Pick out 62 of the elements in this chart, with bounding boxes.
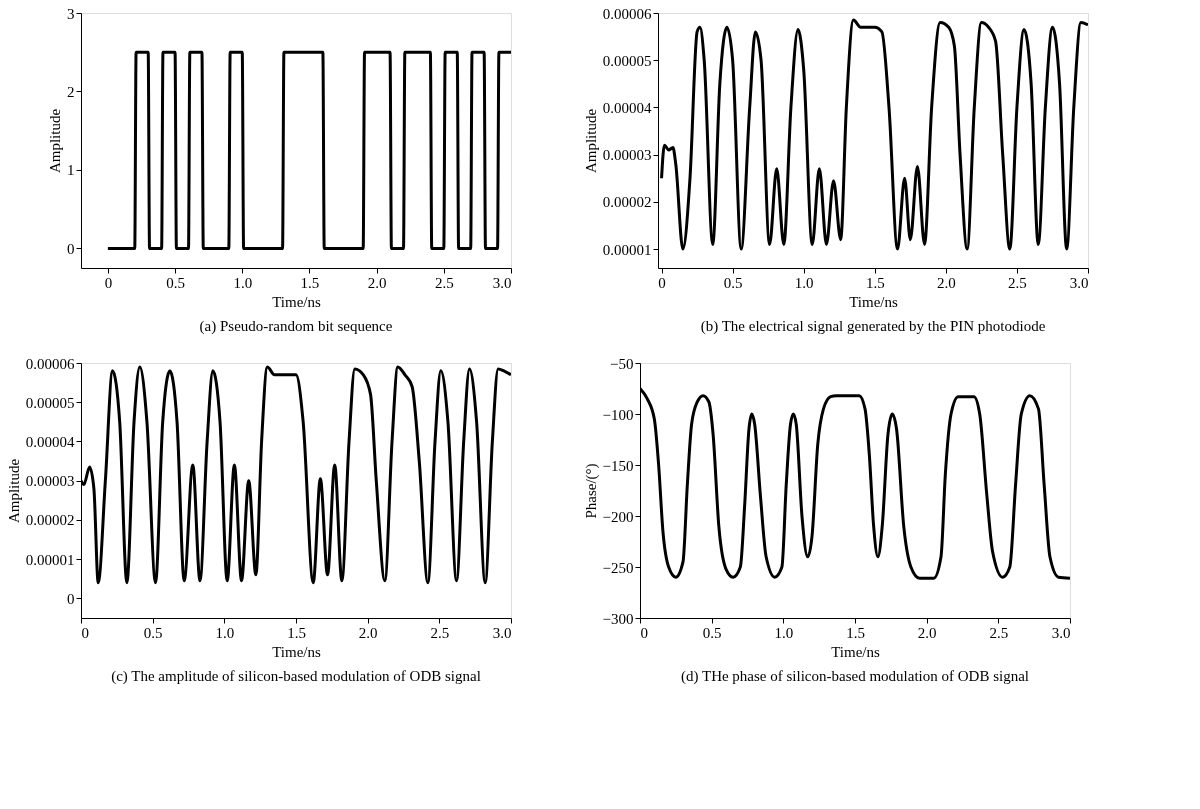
x-tick-label: 2.5 (1008, 274, 1027, 291)
y-tick-label: −50 (610, 355, 634, 372)
x-tick-label: 0.5 (143, 624, 163, 641)
x-tick-label: 0.5 (723, 274, 743, 291)
y-tick-label: 0.00001 (602, 241, 652, 258)
y-tick-label: 1 (67, 162, 75, 179)
x-tick-label: 1.0 (215, 624, 235, 641)
x-tick-label: 2.0 (367, 274, 387, 291)
y-tick-label: 0.00004 (602, 99, 652, 116)
y-axis-title: Phase/(°) (582, 463, 600, 519)
x-tick-label: 2.5 (989, 624, 1009, 641)
x-tick-label: 3.0 (492, 274, 512, 291)
text: (a) Pseudo-random bit sequence (199, 318, 393, 335)
x-tick-label: 3.0 (1069, 274, 1089, 291)
y-tick-label: 0 (67, 590, 75, 607)
y-tick-label: −150 (602, 457, 634, 474)
y-tick-label: −100 (602, 406, 634, 423)
y-tick-label: 0 (67, 240, 75, 257)
y-tick-label: 2 (67, 83, 75, 100)
y-tick-label: 0.00005 (25, 394, 75, 411)
x-tick-label: 1.0 (774, 624, 794, 641)
y-tick-label: 0.00002 (25, 512, 75, 529)
x-axis-title: Time/ns (849, 293, 898, 310)
y-tick-label: 0.00003 (25, 473, 75, 490)
x-tick-label: 0 (81, 624, 89, 641)
x-tick-label: 1.5 (865, 274, 885, 291)
text: (b) The electrical signal generated by the PIN photodiode (700, 318, 1046, 335)
x-tick-label: 2.5 (430, 624, 450, 641)
x-tick-label: 1.0 (233, 274, 253, 291)
x-tick-label: 0.5 (166, 274, 185, 291)
y-tick-label: 0.00003 (602, 147, 652, 164)
x-axis-title: Time/ns (272, 643, 321, 660)
y-tick-label: −200 (602, 508, 634, 525)
x-tick-label: 3.0 (492, 624, 512, 641)
x-tick-label: 0 (658, 274, 666, 291)
y-tick-label: −300 (602, 610, 634, 627)
y-tick-label: 0.00002 (602, 194, 652, 211)
x-axis-title: Time/ns (831, 643, 880, 660)
y-axis-title: Amplitude (47, 108, 63, 174)
y-axis-title: Amplitude (582, 108, 599, 174)
x-tick-label: 2.0 (917, 624, 937, 641)
x-tick-label: 1.5 (300, 274, 320, 291)
x-tick-label: 0.5 (702, 624, 722, 641)
x-tick-label: 1.5 (287, 624, 306, 641)
y-tick-label: 0.00001 (25, 551, 75, 568)
x-tick-label: 2.0 (936, 274, 956, 291)
x-tick-label: 0 (104, 274, 113, 291)
x-tick-label: 2.0 (358, 624, 378, 641)
y-tick-label: 3 (67, 5, 75, 22)
x-tick-label: 2.5 (434, 274, 454, 291)
text: (c) The amplitude of silicon-based modulation of ODB signal (111, 668, 481, 685)
x-tick-label: 3.0 (1051, 624, 1071, 641)
y-tick-label: −250 (602, 559, 634, 576)
y-tick-label: 0.00005 (602, 52, 652, 69)
x-axis-title: Time/ns (272, 293, 321, 310)
y-axis-title: Amplitude (5, 458, 22, 524)
y-tick-label: 0.00006 (602, 5, 652, 22)
text: (d) THe phase of silicon-based modulation of ODB signal (681, 668, 1029, 685)
x-tick-label: 1.0 (794, 274, 814, 291)
x-tick-label: 1.5 (846, 624, 865, 641)
y-tick-label: 0.00006 (25, 355, 75, 372)
y-tick-label: 0.00004 (25, 433, 75, 450)
